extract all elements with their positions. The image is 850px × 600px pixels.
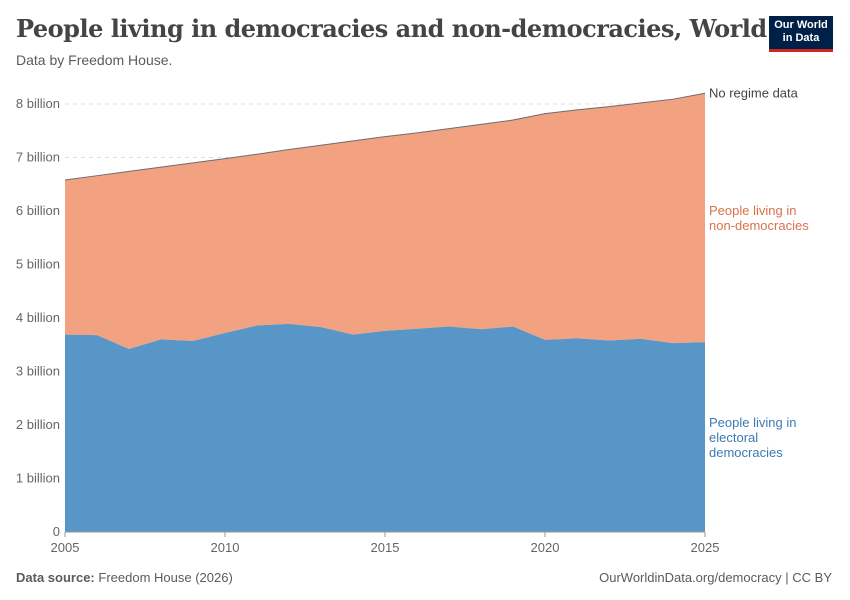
- y-tick-label: 2 billion: [16, 417, 60, 432]
- x-tick-label: 2005: [51, 540, 80, 555]
- x-tick-label: 2015: [371, 540, 400, 555]
- chart-title: People living in democracies and non-dem…: [16, 14, 767, 43]
- y-tick-label: 1 billion: [16, 471, 60, 486]
- area-democracies: [65, 323, 705, 532]
- footer-link[interactable]: OurWorldinData.org/democracy | CC BY: [599, 570, 832, 585]
- x-tick-label: 2025: [691, 540, 720, 555]
- y-tick-label: 5 billion: [16, 257, 60, 272]
- x-tick-label: 2020: [531, 540, 560, 555]
- data-source: Data source: Freedom House (2026): [16, 570, 233, 585]
- area-non-democracies: [65, 93, 705, 350]
- y-tick-label: 0: [53, 524, 60, 539]
- source-link[interactable]: Freedom House (2026): [98, 570, 233, 585]
- legend-label: democracies: [709, 445, 783, 460]
- line-no-regime-data: [64, 92, 706, 181]
- legend-label: No regime data: [709, 85, 799, 100]
- x-tick-label: 2010: [211, 540, 240, 555]
- y-tick-label: 6 billion: [16, 203, 60, 218]
- owid-logo[interactable]: Our World in Data: [769, 16, 833, 52]
- y-tick-label: 3 billion: [16, 364, 60, 379]
- source-label: Data source:: [16, 570, 95, 585]
- y-tick-label: 8 billion: [16, 96, 60, 111]
- y-tick-label: 4 billion: [16, 310, 60, 325]
- legend-label: electoral: [709, 430, 758, 445]
- legend-label: People living in: [709, 203, 796, 218]
- y-tick-label: 7 billion: [16, 150, 60, 165]
- legend-label: People living in: [709, 415, 796, 430]
- chart-subtitle: Data by Freedom House.: [16, 52, 173, 68]
- legend-label: non-democracies: [709, 218, 809, 233]
